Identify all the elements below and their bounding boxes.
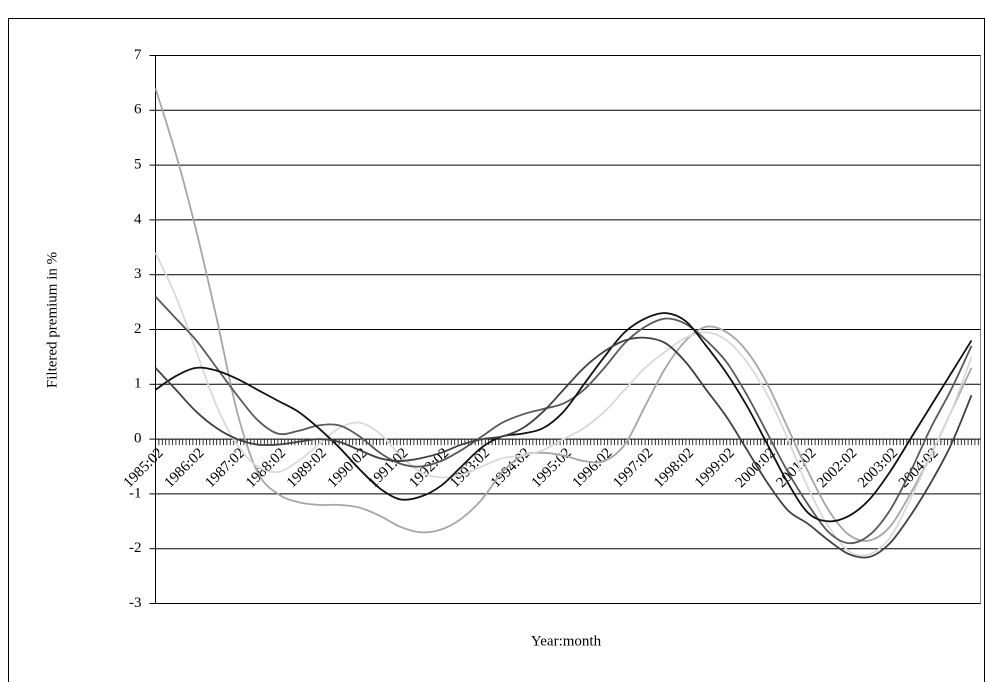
x-tick-label: 1989:02 [284, 445, 330, 491]
series-line [154, 296, 973, 545]
y-tick-label: 1 [134, 376, 142, 392]
y-tick-label: -3 [129, 595, 142, 611]
y-tick-label: 5 [134, 157, 142, 173]
series-line [154, 88, 973, 542]
x-tick-label: 1986:02 [161, 445, 207, 491]
y-tick-label: 3 [134, 266, 142, 282]
y-tick-label: 7 [134, 47, 142, 63]
x-tick-label: 1993:02 [447, 445, 493, 491]
x-tick-label: 1999:02 [692, 445, 738, 491]
x-tick-label: 1998:02 [651, 445, 697, 491]
series-line [154, 252, 973, 557]
y-tick-label: -1 [129, 485, 142, 501]
x-tick-label: 1996:02 [569, 445, 615, 491]
y-tick-label: 6 [134, 102, 142, 118]
x-tick-label: 1985:02 [121, 445, 167, 491]
x-axis-title: Year:month [531, 633, 602, 649]
x-tick-label: 1994:02 [488, 445, 534, 491]
y-tick-label: 0 [134, 431, 142, 447]
x-tick-label: 2003:02 [855, 445, 901, 491]
y-tick-label: -2 [129, 540, 142, 556]
y-tick-label: 2 [134, 321, 142, 337]
y-tick-label: 4 [134, 211, 142, 227]
series-line [154, 312, 973, 523]
x-tick-label: 2002:02 [814, 445, 860, 491]
series-line [154, 336, 973, 559]
y-axis-title: Filtered premium in % [44, 252, 60, 388]
frame [8, 18, 985, 682]
x-tick-label: 1991:02 [365, 445, 411, 491]
